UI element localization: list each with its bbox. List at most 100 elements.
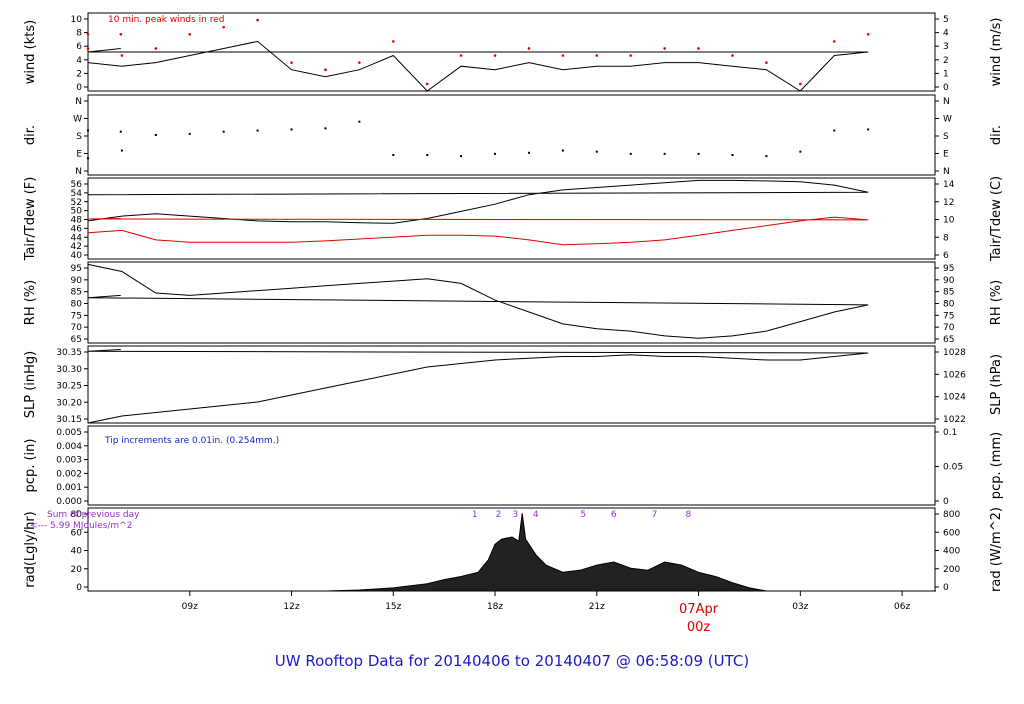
peak-wind-point xyxy=(290,61,293,64)
y-tick-label-left: 70 xyxy=(71,323,83,333)
y-axis-label-right: dir. xyxy=(989,125,1004,145)
y-tick-label-left: S xyxy=(76,132,82,142)
peak-wind-point xyxy=(86,32,90,36)
x-tick-label: 06z xyxy=(894,602,910,612)
x-tick-label: 09z xyxy=(182,602,198,612)
y-tick-label-left: 46 xyxy=(71,224,83,234)
peak-wind-point xyxy=(391,40,395,43)
peak-wind-point xyxy=(86,47,90,50)
wind-line xyxy=(87,40,869,92)
y-tick-label-left: 0.000 xyxy=(56,497,82,507)
y-tick-label-left: 40 xyxy=(71,251,83,261)
hour-marker: 5 xyxy=(580,510,586,520)
y-tick-label-left: 10 xyxy=(71,15,83,25)
y-tick-label-right: 4 xyxy=(943,29,949,39)
peak-wind-point xyxy=(629,54,633,57)
y-tick-label-left: 8 xyxy=(76,29,82,39)
y-tick-label-left: 80 xyxy=(71,300,83,310)
hour-marker: 2 xyxy=(496,510,502,520)
direction-point xyxy=(188,132,191,135)
peak-wind-point xyxy=(595,54,599,57)
y-tick-label-left: N xyxy=(75,97,82,107)
y-tick-label-left: 85 xyxy=(71,288,82,298)
y-tick-label-left: 4 xyxy=(76,56,82,66)
y-tick-label-left: 0.001 xyxy=(56,483,82,493)
y-tick-label-right: 95 xyxy=(943,264,954,274)
peak-wind-point xyxy=(663,47,666,50)
peak-wind-point xyxy=(832,40,836,43)
pressure-line xyxy=(87,349,869,424)
footer-title: UW Rooftop Data for 20140406 to 20140407… xyxy=(275,652,749,670)
peak-wind-point xyxy=(866,32,870,36)
y-tick-label-right: 75 xyxy=(943,311,954,321)
y-tick-label-left: 0 xyxy=(76,83,82,93)
y-tick-label-left: 50 xyxy=(71,207,83,217)
y-tick-label-right: E xyxy=(943,150,949,160)
y-tick-label-right: 0 xyxy=(943,497,949,507)
y-tick-label-right: 1028 xyxy=(943,348,966,358)
y-axis-label-right: Tair/Tdew (C) xyxy=(989,176,1004,262)
peak-wind-point xyxy=(799,82,802,86)
y-axis-label-right: RH (%) xyxy=(989,280,1004,325)
y-axis-label-left: RH (%) xyxy=(23,280,38,325)
direction-point xyxy=(119,130,122,133)
y-tick-label-left: 48 xyxy=(71,216,83,226)
y-axis-label-left: rad(Lgly/hr) xyxy=(23,511,38,587)
panel-frame xyxy=(87,177,936,260)
tdew-line xyxy=(87,216,869,246)
direction-point xyxy=(426,154,429,156)
x-tick-label: 18z xyxy=(487,602,503,612)
direction-point xyxy=(256,129,259,132)
hour-marker: 4 xyxy=(533,510,539,520)
y-tick-label-right: S xyxy=(943,132,949,142)
date-marker-hour: 00z xyxy=(687,620,711,635)
date-marker-date: 07Apr xyxy=(679,602,719,617)
y-tick-label-left: 20 xyxy=(71,565,83,575)
panel-frame xyxy=(87,261,936,344)
direction-point xyxy=(154,134,157,136)
y-tick-label-left: W xyxy=(73,115,82,125)
daily-sum-value: <--- 5.99 MJoules/m^2 xyxy=(30,521,132,531)
y-tick-label-right: 0 xyxy=(943,83,949,93)
y-tick-label-right: 400 xyxy=(943,547,960,557)
panel-frame xyxy=(87,94,936,176)
tip-increment-note: Tip increments are 0.01in. (0.254mm.) xyxy=(104,436,279,446)
y-tick-label-left: 60 xyxy=(71,528,83,538)
y-tick-label-right: 1024 xyxy=(943,393,966,403)
peak-wind-point xyxy=(425,82,429,86)
y-tick-label-right: 10 xyxy=(943,216,955,226)
peak-wind-point xyxy=(188,32,192,36)
y-tick-label-left: 56 xyxy=(71,180,83,190)
y-tick-label-left: 75 xyxy=(71,311,82,321)
y-tick-label-right: 1 xyxy=(943,69,949,79)
peak-wind-point xyxy=(358,61,361,64)
peak-wind-note: 10 min. peak winds in red xyxy=(108,15,225,25)
direction-point xyxy=(867,128,870,131)
y-axis-label-left: dir. xyxy=(23,125,38,145)
tair-line xyxy=(87,179,869,224)
y-axis-label-left: Tair/Tdew (F) xyxy=(23,177,38,262)
hour-marker: 6 xyxy=(611,510,617,520)
humidity-line xyxy=(87,263,869,339)
peak-wind-point xyxy=(324,68,327,72)
x-tick-label: 03z xyxy=(792,602,808,612)
x-tick-label: 15z xyxy=(385,602,401,612)
y-tick-label-right: W xyxy=(943,115,952,125)
y-tick-label-left: 30.25 xyxy=(56,382,82,392)
y-tick-label-left: 54 xyxy=(71,189,83,199)
y-tick-label-right: N xyxy=(943,167,950,177)
y-tick-label-left: E xyxy=(76,150,82,160)
x-tick-label: 12z xyxy=(283,602,299,612)
y-tick-label-right: 8 xyxy=(943,233,949,243)
y-tick-label-left: 30.20 xyxy=(56,398,82,408)
direction-point xyxy=(120,149,123,152)
y-tick-label-right: 85 xyxy=(943,288,954,298)
y-tick-label-left: 2 xyxy=(76,69,82,79)
peak-wind-point xyxy=(119,32,123,36)
panel-frame xyxy=(87,345,936,424)
y-tick-label-right: 6 xyxy=(943,251,949,261)
y-tick-label-left: 0.005 xyxy=(56,428,82,438)
y-tick-label-left: 0.004 xyxy=(56,442,82,452)
direction-point xyxy=(833,129,836,132)
